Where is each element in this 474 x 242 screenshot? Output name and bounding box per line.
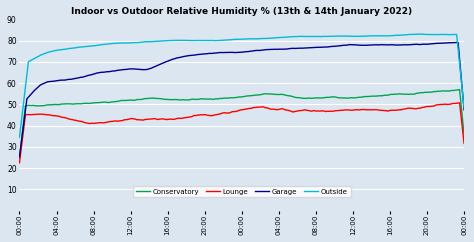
Outside <box>289 35 294 38</box>
Outside <box>418 33 424 36</box>
Lounge <box>457 101 463 104</box>
Conservatory <box>392 93 397 96</box>
Conservatory <box>419 91 425 94</box>
Lounge <box>281 108 287 111</box>
Lounge <box>392 109 397 112</box>
Conservatory <box>17 157 22 159</box>
Outside <box>421 33 427 36</box>
Conservatory <box>18 144 24 146</box>
Outside <box>281 36 287 39</box>
Lounge <box>461 142 467 145</box>
Line: Conservatory: Conservatory <box>19 90 464 158</box>
Outside <box>17 136 22 139</box>
Conservatory <box>281 93 287 96</box>
Line: Lounge: Lounge <box>19 103 464 163</box>
Garage <box>461 108 467 111</box>
Garage <box>281 48 287 51</box>
Conservatory <box>461 133 467 136</box>
Garage <box>392 44 397 46</box>
Lounge <box>289 110 294 113</box>
Garage <box>454 41 459 44</box>
Outside <box>280 36 285 39</box>
Garage <box>280 48 285 51</box>
Garage <box>17 155 22 158</box>
Conservatory <box>280 93 285 96</box>
Outside <box>18 123 24 126</box>
Title: Indoor vs Outdoor Relative Humidity % (13th & 14th January 2022): Indoor vs Outdoor Relative Humidity % (1… <box>71 7 412 16</box>
Lounge <box>419 106 425 109</box>
Conservatory <box>289 95 294 98</box>
Lounge <box>280 107 285 110</box>
Line: Garage: Garage <box>19 43 464 157</box>
Garage <box>18 144 24 147</box>
Lounge <box>18 149 24 152</box>
Outside <box>461 106 467 109</box>
Line: Outside: Outside <box>19 34 464 137</box>
Outside <box>392 34 397 37</box>
Legend: Conservatory, Lounge, Garage, Outside: Conservatory, Lounge, Garage, Outside <box>133 186 351 197</box>
Conservatory <box>457 88 463 91</box>
Garage <box>419 43 425 46</box>
Lounge <box>17 161 22 164</box>
Garage <box>289 47 294 50</box>
